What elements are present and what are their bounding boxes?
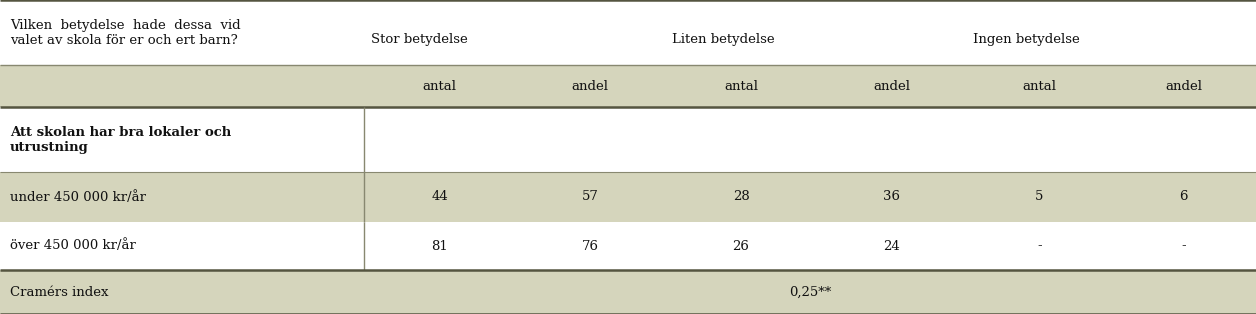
Text: Stor betydelse: Stor betydelse (371, 33, 467, 46)
Bar (364, 270, 1256, 314)
Bar (1112, 222, 1256, 270)
Bar (666, 222, 816, 270)
Text: -: - (1182, 240, 1186, 252)
Text: 24: 24 (883, 240, 901, 252)
Text: 57: 57 (582, 191, 599, 203)
Bar (967, 65, 1112, 107)
Text: 26: 26 (732, 240, 750, 252)
Text: över 450 000 kr/år: över 450 000 kr/år (10, 240, 136, 252)
Bar (364, 172, 515, 222)
Bar (0, 65, 364, 107)
Bar (515, 65, 666, 107)
Bar (0, 107, 364, 172)
Text: 0,25**: 0,25** (789, 285, 831, 299)
Text: 28: 28 (732, 191, 750, 203)
Text: under 450 000 kr/år: under 450 000 kr/år (10, 191, 146, 203)
Bar (816, 222, 967, 270)
Text: 76: 76 (582, 240, 599, 252)
Bar (816, 172, 967, 222)
Bar (0, 222, 364, 270)
Text: antal: antal (723, 79, 759, 93)
Bar (515, 172, 666, 222)
Text: 36: 36 (883, 191, 901, 203)
Text: antal: antal (422, 79, 457, 93)
Bar (1112, 65, 1256, 107)
Bar (967, 222, 1112, 270)
Text: 81: 81 (431, 240, 448, 252)
Bar (967, 0, 1256, 65)
Bar (515, 222, 666, 270)
Bar (1112, 172, 1256, 222)
Text: -: - (1037, 240, 1041, 252)
Text: Cramérs index: Cramérs index (10, 285, 108, 299)
Text: Liten betydelse: Liten betydelse (672, 33, 775, 46)
Bar (364, 65, 515, 107)
Text: andel: andel (571, 79, 609, 93)
Text: 44: 44 (431, 191, 448, 203)
Text: andel: andel (1166, 79, 1202, 93)
Text: 6: 6 (1179, 191, 1188, 203)
Text: andel: andel (873, 79, 911, 93)
Bar (0, 270, 364, 314)
Bar (0, 0, 364, 65)
Text: Ingen betydelse: Ingen betydelse (973, 33, 1080, 46)
Bar (666, 0, 967, 65)
Bar (0, 172, 364, 222)
Bar (967, 172, 1112, 222)
Bar (816, 65, 967, 107)
Bar (364, 0, 666, 65)
Text: 5: 5 (1035, 191, 1044, 203)
Bar (364, 222, 515, 270)
Bar (666, 172, 816, 222)
Bar (364, 107, 1256, 172)
Text: Att skolan har bra lokaler och
utrustning: Att skolan har bra lokaler och utrustnin… (10, 126, 231, 154)
Text: Vilken  betydelse  hade  dessa  vid
valet av skola för er och ert barn?: Vilken betydelse hade dessa vid valet av… (10, 19, 241, 46)
Bar (666, 65, 816, 107)
Text: antal: antal (1022, 79, 1056, 93)
